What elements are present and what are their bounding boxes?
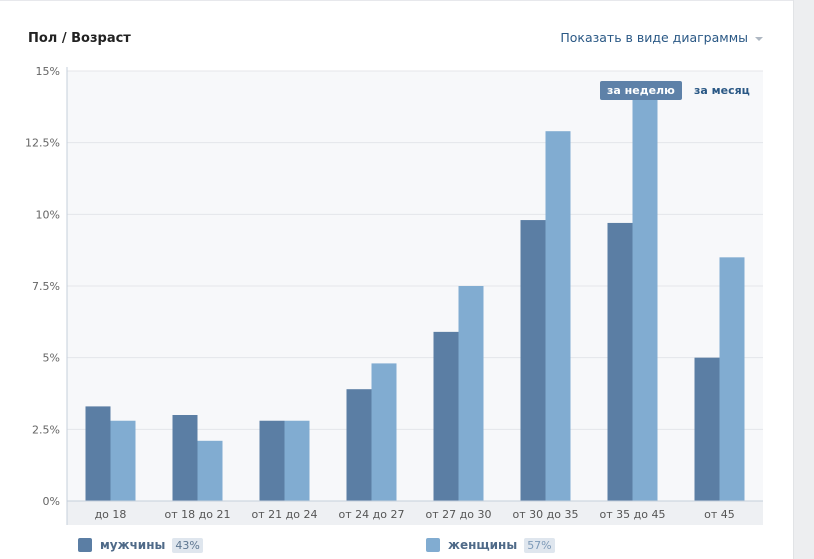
age-gender-chart: 0% 2.5% 5% 7.5% 10% 12.5% 15% до 18 от 18 до 21 о… [25, 65, 763, 525]
y-tick-label: 7.5% [32, 280, 60, 293]
right-rail [793, 0, 814, 559]
y-tick-label: 12.5% [25, 137, 60, 150]
bar-men[interactable] [520, 220, 546, 502]
bar-men[interactable] [172, 415, 198, 501]
bar-men[interactable] [694, 357, 720, 501]
y-tick-label: 2.5% [32, 423, 60, 436]
y-tick-label: 5% [43, 352, 60, 365]
page-title: Пол / Возраст [28, 31, 131, 46]
x-tick-label: от 35 до 45 [600, 508, 666, 521]
view-toggle-label: Показать в виде диаграммы [560, 30, 748, 45]
legend-label-women: женщины [448, 538, 518, 552]
y-tick-label: 10% [36, 208, 60, 221]
period-week-button[interactable]: за неделю [600, 81, 682, 100]
legend-percent-women: 57% [524, 537, 555, 553]
legend-swatch-men [78, 538, 92, 552]
bar-women[interactable] [284, 420, 310, 501]
x-tick-label: от 27 до 30 [426, 508, 492, 521]
bar-men[interactable] [259, 420, 285, 501]
x-axis-band [67, 501, 763, 525]
bar-men[interactable] [346, 389, 372, 501]
bar-women[interactable] [545, 131, 571, 501]
y-tick-label: 0% [43, 495, 60, 508]
x-tick-label: от 45 [704, 508, 735, 521]
bar-women[interactable] [719, 257, 745, 501]
bar-women[interactable] [371, 363, 397, 501]
x-tick-label: от 21 до 24 [252, 508, 318, 521]
bar-women[interactable] [632, 93, 658, 501]
bar-men[interactable] [85, 406, 111, 501]
legend-item-women[interactable]: женщины 57% [426, 536, 555, 554]
legend-swatch-women [426, 538, 440, 552]
x-tick-label: от 30 до 35 [513, 508, 579, 521]
bar-men[interactable] [433, 331, 459, 501]
period-month-button[interactable]: за месяц [694, 84, 750, 97]
top-divider [0, 0, 793, 1]
x-tick-label: до 18 [95, 508, 127, 521]
legend-percent-men: 43% [172, 537, 203, 553]
legend-label-men: мужчины [100, 538, 166, 552]
view-toggle-dropdown[interactable]: Показать в виде диаграммы [560, 30, 763, 45]
bar-women[interactable] [197, 440, 223, 501]
x-tick-label: от 24 до 27 [339, 508, 405, 521]
caret-down-icon [755, 36, 763, 41]
legend-item-men[interactable]: мужчины 43% [78, 536, 203, 554]
bar-men[interactable] [607, 222, 633, 501]
bar-women[interactable] [110, 420, 136, 501]
x-tick-label: от 18 до 21 [165, 508, 231, 521]
bar-women[interactable] [458, 286, 484, 501]
y-tick-label: 15% [36, 65, 60, 78]
